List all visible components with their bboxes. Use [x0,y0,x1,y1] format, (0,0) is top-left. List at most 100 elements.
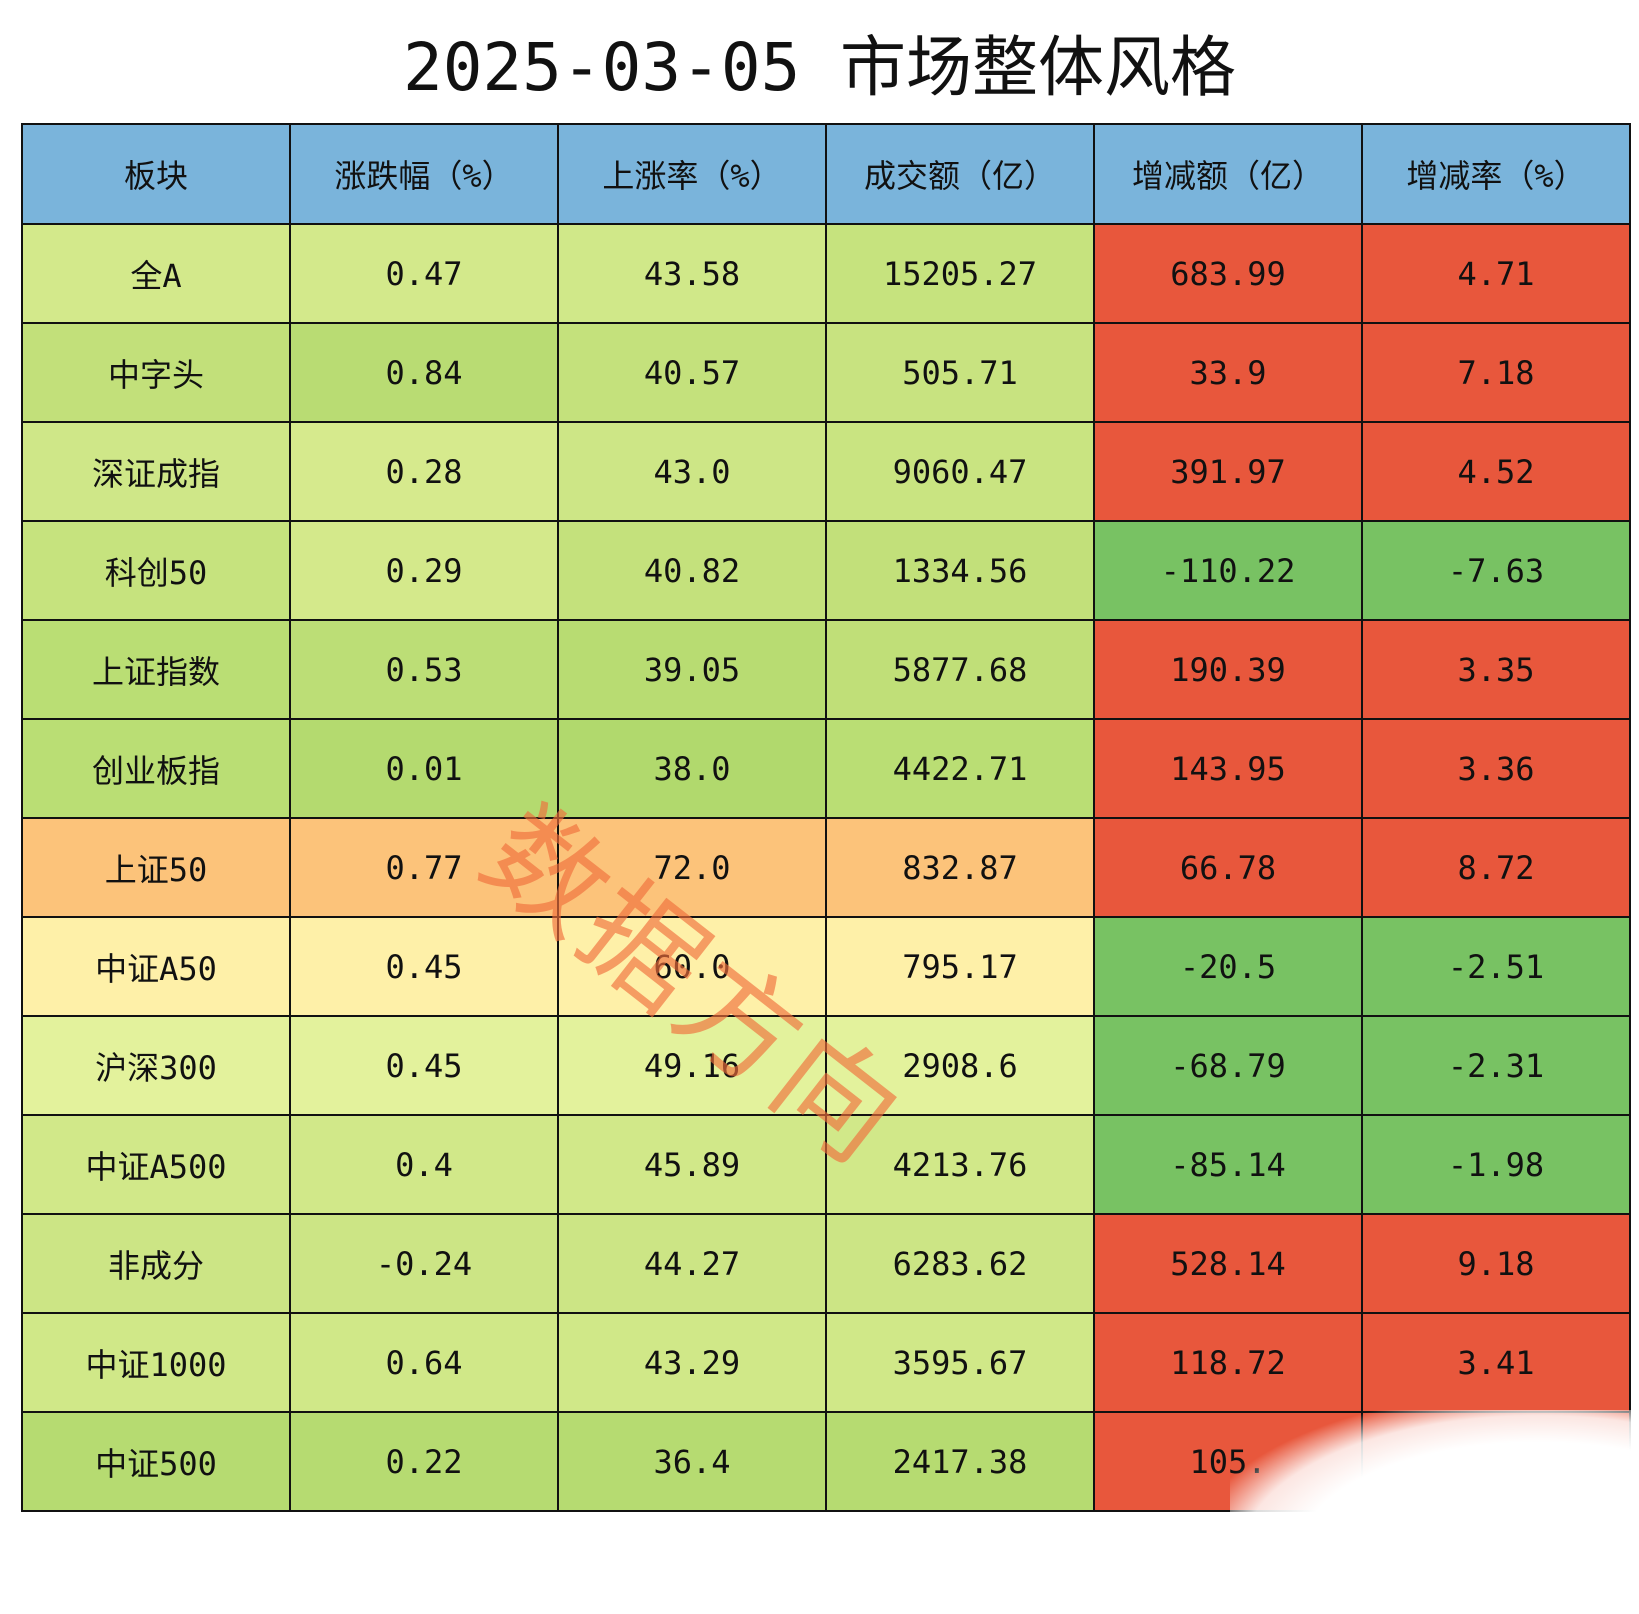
row-label: 中证A500 [21,1114,291,1215]
cell: 9.18 [1361,1213,1631,1314]
cell: 505.71 [825,322,1095,423]
cell: -0.24 [289,1213,559,1314]
cell: 528.14 [1093,1213,1363,1314]
cell: 4.52 [1361,421,1631,522]
row-label: 科创50 [21,520,291,621]
cell: 832.87 [825,817,1095,918]
row-label: 沪深300 [21,1015,291,1116]
row-label: 上证指数 [21,619,291,720]
cell: 4422.71 [825,718,1095,819]
table-row: 非成分 -0.24 44.27 6283.62 528.14 9.18 [21,1213,1631,1314]
cell: 0.53 [289,619,559,720]
row-label: 中证1000 [21,1312,291,1413]
row-label: 中证500 [21,1411,291,1512]
table-row: 全A 0.47 43.58 15205.27 683.99 4.71 [21,223,1631,324]
table-row: 上证指数 0.53 39.05 5877.68 190.39 3.35 [21,619,1631,720]
cell: 391.97 [1093,421,1363,522]
table-row: 创业板指 0.01 38.0 4422.71 143.95 3.36 [21,718,1631,819]
cell: 2908.6 [825,1015,1095,1116]
table-row: 深证成指 0.28 43.0 9060.47 391.97 4.52 [21,421,1631,522]
cell: 72.0 [557,817,827,918]
header-row: 板块 涨跌幅（%） 上涨率（%） 成交额（亿） 增减额（亿） 增减率（%） [21,123,1631,225]
cell: 0.64 [289,1312,559,1413]
cell: -110.22 [1093,520,1363,621]
cell: 4.71 [1361,223,1631,324]
table-body: 全A 0.47 43.58 15205.27 683.99 4.71 中字头 0.84 40.5… [21,223,1631,1512]
cell: 0.47 [289,223,559,324]
overlay [1230,1410,1639,1614]
cell: 0.45 [289,1015,559,1116]
cell: 43.29 [557,1312,827,1413]
cell: 36.4 [557,1411,827,1512]
row-label: 创业板指 [21,718,291,819]
cell: 33.9 [1093,322,1363,423]
cell: 44.27 [557,1213,827,1314]
cell: 7.18 [1361,322,1631,423]
cell: 9060.47 [825,421,1095,522]
cell: 40.82 [557,520,827,621]
cell: 683.99 [1093,223,1363,324]
row-label: 上证50 [21,817,291,918]
cell: 43.58 [557,223,827,324]
cell: 38.0 [557,718,827,819]
row-label: 中字头 [21,322,291,423]
style-table: 板块 涨跌幅（%） 上涨率（%） 成交额（亿） 增减额（亿） 增减率（%） 全A 0.47 4… [21,123,1631,1512]
cell: 2417.38 [825,1411,1095,1512]
header-cell: 成交额（亿） [825,123,1095,225]
cell: 40.57 [557,322,827,423]
header-cell: 板块 [21,123,291,225]
cell: 190.39 [1093,619,1363,720]
header-cell: 涨跌幅（%） [289,123,559,225]
cell: 49.16 [557,1015,827,1116]
cell: 0.28 [289,421,559,522]
table-head: 板块 涨跌幅（%） 上涨率（%） 成交额（亿） 增减额（亿） 增减率（%） [21,123,1631,225]
cell: 0.45 [289,916,559,1017]
cell: 15205.27 [825,223,1095,324]
cell: -85.14 [1093,1114,1363,1215]
table-row: 沪深300 0.45 49.16 2908.6 -68.79 -2.31 [21,1015,1631,1116]
cell: 1334.56 [825,520,1095,621]
cell: 66.78 [1093,817,1363,918]
cell: 0.01 [289,718,559,819]
cell: 0.22 [289,1411,559,1512]
cell: 43.0 [557,421,827,522]
row-label: 全A [21,223,291,324]
cell: 3.35 [1361,619,1631,720]
cell: -1.98 [1361,1114,1631,1215]
row-label: 深证成指 [21,421,291,522]
table-row: 中证A500 0.4 45.89 4213.76 -85.14 -1.98 [21,1114,1631,1215]
cell: -20.5 [1093,916,1363,1017]
table-row: 中证1000 0.64 43.29 3595.67 118.72 3.41 [21,1312,1631,1413]
cell: 0.29 [289,520,559,621]
title: 2025-03-05 市场整体风格 [402,29,1237,106]
cell: 0.4 [289,1114,559,1215]
cell: -68.79 [1093,1015,1363,1116]
cell: 3.36 [1361,718,1631,819]
cell: 0.77 [289,817,559,918]
row-label: 非成分 [21,1213,291,1314]
cell: 6283.62 [825,1213,1095,1314]
header-cell: 增减额（亿） [1093,123,1363,225]
cell: 118.72 [1093,1312,1363,1413]
table-row: 中字头 0.84 40.57 505.71 33.9 7.18 [21,322,1631,423]
cell: 143.95 [1093,718,1363,819]
cell: 0.84 [289,322,559,423]
cell: 60.0 [557,916,827,1017]
row-label: 中证A50 [21,916,291,1017]
cell: 5877.68 [825,619,1095,720]
cell: 45.89 [557,1114,827,1215]
cell: -2.31 [1361,1015,1631,1116]
cell: 8.72 [1361,817,1631,918]
table-row: 中证A50 0.45 60.0 795.17 -20.5 -2.51 [21,916,1631,1017]
cell: 795.17 [825,916,1095,1017]
cell: 3595.67 [825,1312,1095,1413]
cell: 4213.76 [825,1114,1095,1215]
header-cell: 上涨率（%） [557,123,827,225]
cell: 39.05 [557,619,827,720]
table-row: 上证50 0.77 72.0 832.87 66.78 8.72 [21,817,1631,918]
table-row: 科创50 0.29 40.82 1334.56 -110.22 -7.63 [21,520,1631,621]
cell: -7.63 [1361,520,1631,621]
cell: -2.51 [1361,916,1631,1017]
header-cell: 增减率（%） [1361,123,1631,225]
